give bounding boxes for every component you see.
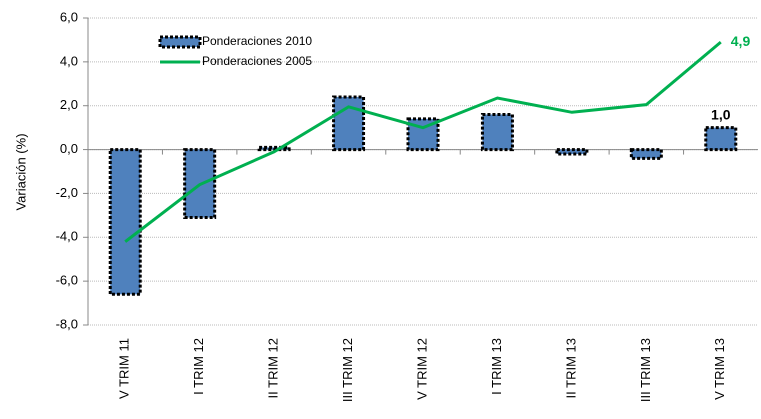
- y-tick-label: -6,0: [56, 273, 78, 288]
- y-tick-label: 6,0: [60, 9, 78, 24]
- bar: [108, 148, 142, 296]
- bar: [629, 148, 663, 160]
- x-tick-label: III TRIM 12: [340, 338, 355, 402]
- x-tick-label: I TRIM 13: [489, 338, 504, 395]
- data-label: 1,0: [711, 106, 731, 122]
- bar: [480, 112, 514, 152]
- x-tick-label: V TRIM 12: [414, 338, 429, 400]
- bar: [257, 145, 291, 152]
- legend-swatch: [158, 35, 202, 49]
- bar: [183, 148, 217, 220]
- y-axis-label: Variación (%): [13, 133, 28, 210]
- x-tick-label: III TRIM 13: [638, 338, 653, 402]
- y-tick-label: -8,0: [56, 316, 78, 331]
- bar: [704, 126, 738, 152]
- x-tick-label: V TRIM 13: [712, 338, 727, 400]
- x-tick-label: V TRIM 11: [117, 338, 132, 399]
- y-tick-label: 0,0: [60, 141, 78, 156]
- y-tick-label: -4,0: [56, 229, 78, 244]
- line: [124, 40, 722, 243]
- y-tick-label: 2,0: [60, 97, 78, 112]
- x-tick-label: I TRIM 12: [191, 338, 206, 395]
- bar: [555, 148, 589, 156]
- data-label: 4,9: [731, 33, 751, 49]
- legend-label: Ponderaciones 2005: [202, 54, 312, 68]
- legend-label: Ponderaciones 2010: [202, 34, 312, 48]
- y-tick-label: -2,0: [56, 185, 78, 200]
- bar: [332, 95, 366, 152]
- x-tick-label: II TRIM 13: [563, 338, 578, 398]
- x-tick-label: II TRIM 12: [266, 338, 281, 398]
- y-tick-label: 4,0: [60, 53, 78, 68]
